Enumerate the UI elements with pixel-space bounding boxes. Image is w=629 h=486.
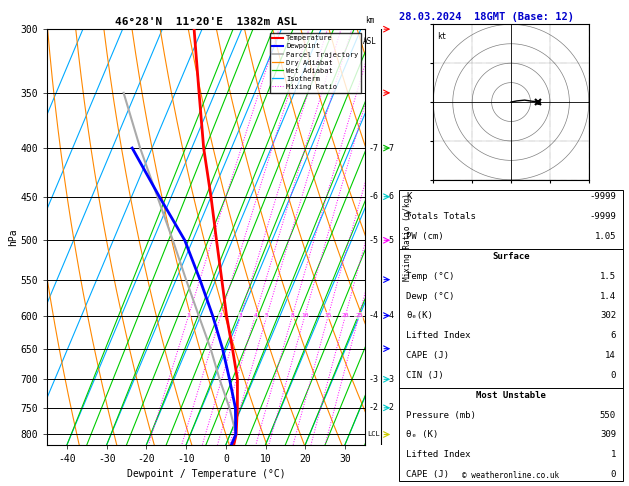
Text: Lifted Index: Lifted Index [406,331,470,340]
Text: 20: 20 [342,313,349,318]
Text: 8: 8 [291,313,294,318]
Text: 2: 2 [219,313,223,318]
Text: CAPE (J): CAPE (J) [406,470,449,479]
Text: Mixing Ratio (g/kg): Mixing Ratio (g/kg) [403,193,412,281]
Text: 14: 14 [605,351,616,360]
Text: 302: 302 [600,312,616,320]
Text: -6: -6 [385,192,394,201]
Text: 550: 550 [600,411,616,419]
Text: Totals Totals: Totals Totals [406,212,476,221]
Text: 1.4: 1.4 [600,292,616,301]
Text: Lifted Index: Lifted Index [406,450,470,459]
X-axis label: Dewpoint / Temperature (°C): Dewpoint / Temperature (°C) [126,469,286,479]
Text: -9999: -9999 [589,212,616,221]
Text: -4: -4 [385,311,394,320]
Text: 0: 0 [611,371,616,380]
Text: 28.03.2024  18GMT (Base: 12): 28.03.2024 18GMT (Base: 12) [399,12,574,22]
Title: 46°28'N  11°20'E  1382m ASL: 46°28'N 11°20'E 1382m ASL [115,17,297,27]
Text: 10: 10 [301,313,308,318]
Text: ASL: ASL [362,37,377,47]
Text: kt: kt [437,32,447,41]
Y-axis label: hPa: hPa [8,228,18,246]
Text: -9999: -9999 [589,192,616,202]
Text: -6: -6 [369,192,379,201]
Text: -5: -5 [369,236,379,245]
Text: Dewp (°C): Dewp (°C) [406,292,455,301]
Text: 3: 3 [238,313,242,318]
Text: 0: 0 [611,470,616,479]
Text: -3: -3 [385,375,394,384]
Text: 5: 5 [265,313,269,318]
Text: Temp (°C): Temp (°C) [406,272,455,281]
Text: CAPE (J): CAPE (J) [406,351,449,360]
Text: 1.05: 1.05 [594,232,616,241]
Text: CIN (J): CIN (J) [406,371,443,380]
Text: -4: -4 [369,311,379,320]
Text: θₑ(K): θₑ(K) [406,312,433,320]
Text: PW (cm): PW (cm) [406,232,443,241]
Text: 15: 15 [325,313,332,318]
Text: 1.5: 1.5 [600,272,616,281]
Text: km: km [365,16,374,25]
Text: -2: -2 [369,403,379,412]
Text: 309: 309 [600,431,616,439]
Legend: Temperature, Dewpoint, Parcel Trajectory, Dry Adiabat, Wet Adiabat, Isotherm, Mi: Temperature, Dewpoint, Parcel Trajectory… [270,33,361,93]
Text: Pressure (mb): Pressure (mb) [406,411,476,419]
Text: Most Unstable: Most Unstable [476,391,546,400]
Text: 6: 6 [611,331,616,340]
Text: 1: 1 [187,313,191,318]
Text: 1: 1 [611,450,616,459]
Text: -7: -7 [369,143,379,153]
Text: -7: -7 [385,143,394,153]
Text: -3: -3 [369,375,379,384]
Text: 25: 25 [355,313,363,318]
Text: 4: 4 [253,313,257,318]
Text: -2: -2 [385,403,394,412]
Text: LCL: LCL [367,432,379,437]
Text: -5: -5 [385,236,394,245]
Text: θₑ (K): θₑ (K) [406,431,438,439]
Text: K: K [406,192,411,202]
Text: Surface: Surface [493,252,530,261]
Text: © weatheronline.co.uk: © weatheronline.co.uk [462,470,560,480]
